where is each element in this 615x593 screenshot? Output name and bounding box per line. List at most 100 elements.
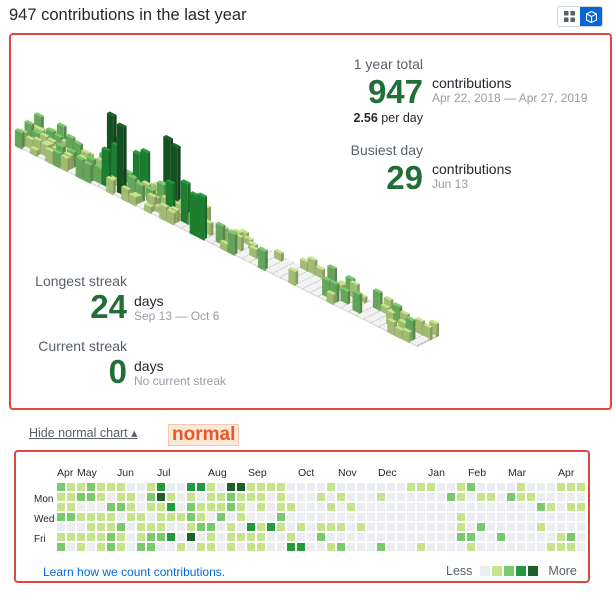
calendar-day[interactable]: [557, 523, 565, 531]
calendar-day[interactable]: [527, 493, 535, 501]
calendar-day[interactable]: [167, 533, 175, 541]
calendar-day[interactable]: [367, 503, 375, 511]
calendar-day[interactable]: [137, 523, 145, 531]
calendar-day[interactable]: [67, 543, 75, 551]
calendar-day[interactable]: [227, 523, 235, 531]
calendar-day[interactable]: [177, 523, 185, 531]
calendar-day[interactable]: [417, 533, 425, 541]
calendar-day[interactable]: [447, 503, 455, 511]
calendar-day[interactable]: [317, 493, 325, 501]
calendar-day[interactable]: [527, 543, 535, 551]
calendar-day[interactable]: [507, 513, 515, 521]
calendar-day[interactable]: [77, 483, 85, 491]
calendar-day[interactable]: [67, 523, 75, 531]
calendar-day[interactable]: [447, 483, 455, 491]
calendar-day[interactable]: [567, 493, 575, 501]
calendar-day[interactable]: [407, 523, 415, 531]
calendar-day[interactable]: [137, 503, 145, 511]
calendar-day[interactable]: [207, 533, 215, 541]
calendar-day[interactable]: [127, 483, 135, 491]
calendar-day[interactable]: [87, 533, 95, 541]
calendar-day[interactable]: [477, 503, 485, 511]
calendar-day[interactable]: [477, 523, 485, 531]
calendar-day[interactable]: [457, 503, 465, 511]
calendar-day[interactable]: [277, 513, 285, 521]
calendar-day[interactable]: [457, 493, 465, 501]
calendar-day[interactable]: [287, 523, 295, 531]
calendar-day[interactable]: [187, 503, 195, 511]
calendar-day[interactable]: [57, 543, 65, 551]
calendar-day[interactable]: [117, 533, 125, 541]
calendar-day[interactable]: [217, 543, 225, 551]
calendar-day[interactable]: [417, 523, 425, 531]
calendar-day[interactable]: [367, 523, 375, 531]
calendar-day[interactable]: [287, 513, 295, 521]
calendar-day[interactable]: [257, 503, 265, 511]
calendar-day[interactable]: [537, 543, 545, 551]
calendar-day[interactable]: [317, 503, 325, 511]
calendar-day[interactable]: [427, 543, 435, 551]
calendar-day[interactable]: [387, 533, 395, 541]
calendar-day[interactable]: [567, 513, 575, 521]
calendar-day[interactable]: [437, 533, 445, 541]
calendar-day[interactable]: [307, 483, 315, 491]
calendar-day[interactable]: [467, 523, 475, 531]
calendar-day[interactable]: [307, 513, 315, 521]
calendar-day[interactable]: [537, 523, 545, 531]
calendar-day[interactable]: [367, 483, 375, 491]
calendar-day[interactable]: [237, 503, 245, 511]
calendar-day[interactable]: [57, 523, 65, 531]
calendar-day[interactable]: [347, 493, 355, 501]
calendar-day[interactable]: [147, 493, 155, 501]
calendar-day[interactable]: [297, 543, 305, 551]
calendar-day[interactable]: [217, 533, 225, 541]
calendar-day[interactable]: [77, 523, 85, 531]
calendar-day[interactable]: [327, 513, 335, 521]
calendar-day[interactable]: [427, 523, 435, 531]
calendar-day[interactable]: [257, 533, 265, 541]
calendar-day[interactable]: [57, 493, 65, 501]
calendar-day[interactable]: [357, 523, 365, 531]
calendar-day[interactable]: [347, 503, 355, 511]
calendar-day[interactable]: [497, 493, 505, 501]
calendar-day[interactable]: [487, 513, 495, 521]
calendar-day[interactable]: [177, 543, 185, 551]
calendar-day[interactable]: [217, 483, 225, 491]
calendar-day[interactable]: [317, 523, 325, 531]
calendar-day[interactable]: [457, 483, 465, 491]
calendar-day[interactable]: [107, 513, 115, 521]
calendar-day[interactable]: [507, 533, 515, 541]
calendar-day[interactable]: [127, 523, 135, 531]
calendar-day[interactable]: [157, 533, 165, 541]
calendar-day[interactable]: [247, 513, 255, 521]
calendar-day[interactable]: [87, 543, 95, 551]
calendar-day[interactable]: [397, 513, 405, 521]
calendar-day[interactable]: [67, 493, 75, 501]
calendar-day[interactable]: [467, 513, 475, 521]
calendar-day[interactable]: [227, 503, 235, 511]
calendar-day[interactable]: [347, 513, 355, 521]
calendar-day[interactable]: [67, 483, 75, 491]
calendar-day[interactable]: [117, 503, 125, 511]
learn-contributions-link[interactable]: Learn how we count contributions.: [43, 565, 226, 579]
calendar-day[interactable]: [67, 503, 75, 511]
isometric-view-button[interactable]: [580, 7, 602, 26]
calendar-day[interactable]: [557, 483, 565, 491]
calendar-day[interactable]: [437, 523, 445, 531]
calendar-day[interactable]: [167, 523, 175, 531]
calendar-day[interactable]: [557, 543, 565, 551]
calendar-day[interactable]: [467, 533, 475, 541]
calendar-day[interactable]: [527, 503, 535, 511]
calendar-day[interactable]: [157, 523, 165, 531]
calendar-day[interactable]: [297, 513, 305, 521]
calendar-day[interactable]: [197, 533, 205, 541]
calendar-day[interactable]: [177, 533, 185, 541]
calendar-day[interactable]: [467, 503, 475, 511]
calendar-day[interactable]: [367, 533, 375, 541]
calendar-day[interactable]: [337, 483, 345, 491]
calendar-day[interactable]: [197, 483, 205, 491]
calendar-day[interactable]: [157, 503, 165, 511]
calendar-day[interactable]: [547, 513, 555, 521]
calendar-day[interactable]: [277, 503, 285, 511]
calendar-day[interactable]: [67, 533, 75, 541]
